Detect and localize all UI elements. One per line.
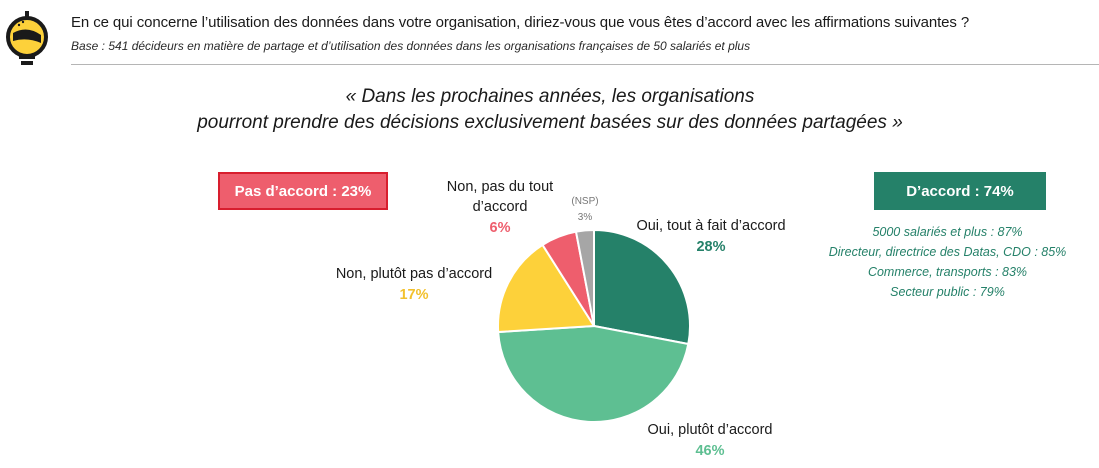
question-title: En ce qui concerne l’utilisation des don… <box>71 14 970 31</box>
pct-plutot-pas: 17% <box>399 287 429 303</box>
label-pas-du-tout: Non, pas du tout <box>446 179 554 195</box>
pie-chart <box>497 228 691 423</box>
disagree-summary-badge: Pas d’accord : 23% <box>218 172 388 210</box>
label-plutot: Oui, plutôt d’accord <box>647 422 773 438</box>
pie-slice-1 <box>497 324 690 423</box>
pie-slice-0 <box>593 228 691 346</box>
statement-quote-line-1: « Dans les prochaines années, les organi… <box>345 86 755 107</box>
base-note: Base : 541 décideurs en matière de parta… <box>71 39 751 53</box>
pct-tout-a-fait: 28% <box>696 239 726 255</box>
agree-detail-1: 5000 salariés et plus : 87% <box>872 225 1023 239</box>
label-plutot-pas: Non, plutôt pas d’accord <box>335 266 493 282</box>
header-divider <box>71 64 1099 65</box>
pie-slice-2 <box>497 243 596 334</box>
agree-detail-4: Secteur public : 79% <box>890 285 1005 299</box>
label-pas-du-tout-2: d’accord <box>472 199 528 215</box>
label-nsp: (NSP) <box>571 196 599 207</box>
agree-detail-3: Commerce, transports : 83% <box>867 265 1028 279</box>
agree-detail-2: Directeur, directrice des Datas, CDO : 8… <box>828 245 1067 259</box>
lightbulb-logo-icon <box>6 11 48 65</box>
pct-pas-du-tout: 6% <box>489 220 511 236</box>
statement-quote-line-2: pourront prendre des décisions exclusive… <box>197 112 903 133</box>
pie-slice-4 <box>574 228 595 327</box>
pct-nsp: 3% <box>577 212 593 223</box>
pct-plutot: 46% <box>695 443 725 459</box>
agree-summary-badge: D’accord : 74% <box>874 172 1046 210</box>
label-tout-a-fait: Oui, tout à fait d’accord <box>636 218 786 234</box>
